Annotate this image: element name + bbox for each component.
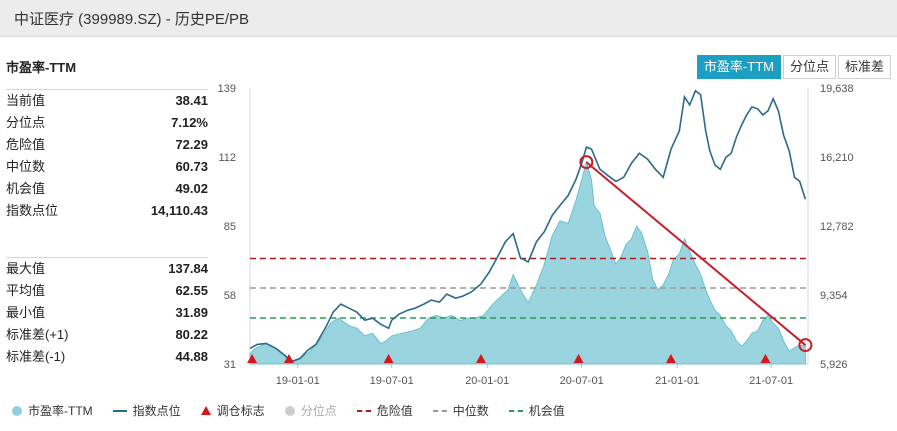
legend-label: 市盈率-TTM xyxy=(28,404,93,418)
stat-label: 最小值 xyxy=(6,305,46,320)
stat-row-max: 最大值 137.84 xyxy=(6,258,208,280)
legend-dot-icon xyxy=(12,405,22,416)
rebalance-marker-icon xyxy=(475,354,486,363)
x-tick-label: 21-01-01 xyxy=(655,375,699,387)
legend-item-opportunity[interactable]: 机会值 xyxy=(508,402,565,419)
stat-value: 62.55 xyxy=(175,283,208,298)
x-tick-label: 20-07-01 xyxy=(560,375,604,387)
stat-row-std-minus: 标准差(-1) 44.88 xyxy=(6,346,208,368)
stat-row-percentile: 分位点 7.12% xyxy=(6,112,208,134)
range-stats-panel: 最大值 137.84 平均值 62.55 最小值 31.89 标准差(+1) 80.22… xyxy=(6,257,208,368)
tab-std-dev[interactable]: 标准差 xyxy=(837,55,891,79)
y-right-tick-label: 16,210 xyxy=(820,152,854,164)
legend-dash-icon xyxy=(508,409,523,412)
rebalance-marker-icon xyxy=(283,354,294,363)
legend-label: 指数点位 xyxy=(132,404,181,418)
stat-row-danger: 危险值 72.29 xyxy=(6,134,208,156)
stat-label: 标准差(+1) xyxy=(6,327,69,342)
stat-row-min: 最小值 31.89 xyxy=(6,302,208,324)
stat-row-index-level: 指数点位 14,110.43 xyxy=(6,200,208,222)
legend-dash-icon xyxy=(356,409,371,412)
y-left-tick-label: 58 xyxy=(224,290,236,302)
y-left-tick-label: 139 xyxy=(218,83,236,95)
x-tick-label: 21-07-01 xyxy=(749,375,793,387)
stat-label: 平均值 xyxy=(6,283,46,298)
chart-legend: 市盈率-TTM 指数点位 调仓标志 分位点 危险值 中位数 机会值 xyxy=(12,402,585,419)
y-right-tick-label: 19,638 xyxy=(820,83,854,95)
rebalance-marker-icon xyxy=(247,354,258,363)
header-bar: 中证医疗 (399989.SZ) - 历史PE/PB xyxy=(0,0,897,37)
stat-value: 31.89 xyxy=(175,305,208,320)
rebalance-marker-icon xyxy=(760,354,771,363)
stat-label: 最大值 xyxy=(6,261,46,276)
stat-row-mean: 平均值 62.55 xyxy=(6,280,208,302)
legend-triangle-icon xyxy=(200,406,211,415)
stat-label: 当前值 xyxy=(6,93,46,108)
pe-index-chart[interactable]: 31 58 85 112 139 5,926 9,354 12,782 16,210 19,638… xyxy=(0,80,897,395)
legend-item-median[interactable]: 中位数 xyxy=(432,402,489,419)
current-stats-panel: 当前值 38.41 分位点 7.12% 危险值 72.29 中位数 60.73 机会值 4… xyxy=(6,89,208,222)
stat-label: 标准差(-1) xyxy=(6,349,66,364)
stat-label: 中位数 xyxy=(6,159,46,174)
legend-item-index[interactable]: 指数点位 xyxy=(112,402,181,419)
y-left-tick-label: 112 xyxy=(218,152,236,164)
stat-label: 分位点 xyxy=(6,115,46,130)
stat-row-std-plus: 标准差(+1) 80.22 xyxy=(6,324,208,346)
legend-label: 危险值 xyxy=(376,404,413,418)
legend-item-danger[interactable]: 危险值 xyxy=(356,402,413,419)
legend-dot-icon xyxy=(284,405,295,416)
annotation-start-circle xyxy=(579,155,594,170)
x-tick-label: 19-07-01 xyxy=(370,375,414,387)
stat-value: 80.22 xyxy=(175,327,208,342)
stat-row-opportunity: 机会值 49.02 xyxy=(6,178,208,200)
x-tick-label: 20-01-01 xyxy=(465,375,509,387)
tab-percentile[interactable]: 分位点 xyxy=(782,55,836,79)
legend-label: 分位点 xyxy=(300,404,337,418)
stat-value: 38.41 xyxy=(175,93,208,108)
stat-value: 137.84 xyxy=(168,261,208,276)
y-left-tick-label: 85 xyxy=(224,221,236,233)
stat-label: 危险值 xyxy=(6,137,46,152)
pe-ttm-area xyxy=(249,160,806,365)
legend-item-percentile[interactable]: 分位点 xyxy=(284,402,337,419)
stat-value: 14,110.43 xyxy=(150,203,208,218)
legend-item-rebalance[interactable]: 调仓标志 xyxy=(200,402,265,419)
index-level-line xyxy=(249,89,807,363)
tab-pe-ttm[interactable]: 市盈率-TTM xyxy=(696,55,781,79)
x-tick-label: 19-01-01 xyxy=(276,375,320,387)
stat-value: 72.29 xyxy=(175,137,208,152)
y-left-tick-label: 31 xyxy=(224,359,236,371)
stat-row-current: 当前值 38.41 xyxy=(6,90,208,112)
annotation-end-circle xyxy=(798,338,813,353)
page-title: 中证医疗 (399989.SZ) - 历史PE/PB xyxy=(14,11,250,28)
stat-value: 7.12% xyxy=(171,115,208,130)
legend-item-pe[interactable]: 市盈率-TTM xyxy=(12,402,93,419)
stat-label: 指数点位 xyxy=(6,203,59,218)
metric-tabs: 市盈率-TTM 分位点 标准差 xyxy=(695,55,891,79)
y-right-tick-label: 12,782 xyxy=(820,221,854,233)
y-right-tick-label: 5,926 xyxy=(820,359,848,371)
rebalance-marker-icon xyxy=(665,354,676,363)
legend-label: 中位数 xyxy=(452,404,489,418)
legend-label: 机会值 xyxy=(528,404,565,418)
legend-line-icon xyxy=(112,409,127,412)
stat-label: 机会值 xyxy=(6,181,46,196)
annotation-trend-line xyxy=(585,161,807,346)
legend-dash-icon xyxy=(432,409,447,412)
legend-label: 调仓标志 xyxy=(216,404,265,418)
rebalance-marker-icon xyxy=(573,354,584,363)
rebalance-marker-icon xyxy=(383,354,394,363)
stat-row-median: 中位数 60.73 xyxy=(6,156,208,178)
stat-value: 60.73 xyxy=(175,159,208,174)
stat-value: 44.88 xyxy=(175,349,208,364)
stat-value: 49.02 xyxy=(175,181,208,196)
metric-title: 市盈率-TTM xyxy=(6,60,77,75)
y-right-tick-label: 9,354 xyxy=(820,290,848,302)
